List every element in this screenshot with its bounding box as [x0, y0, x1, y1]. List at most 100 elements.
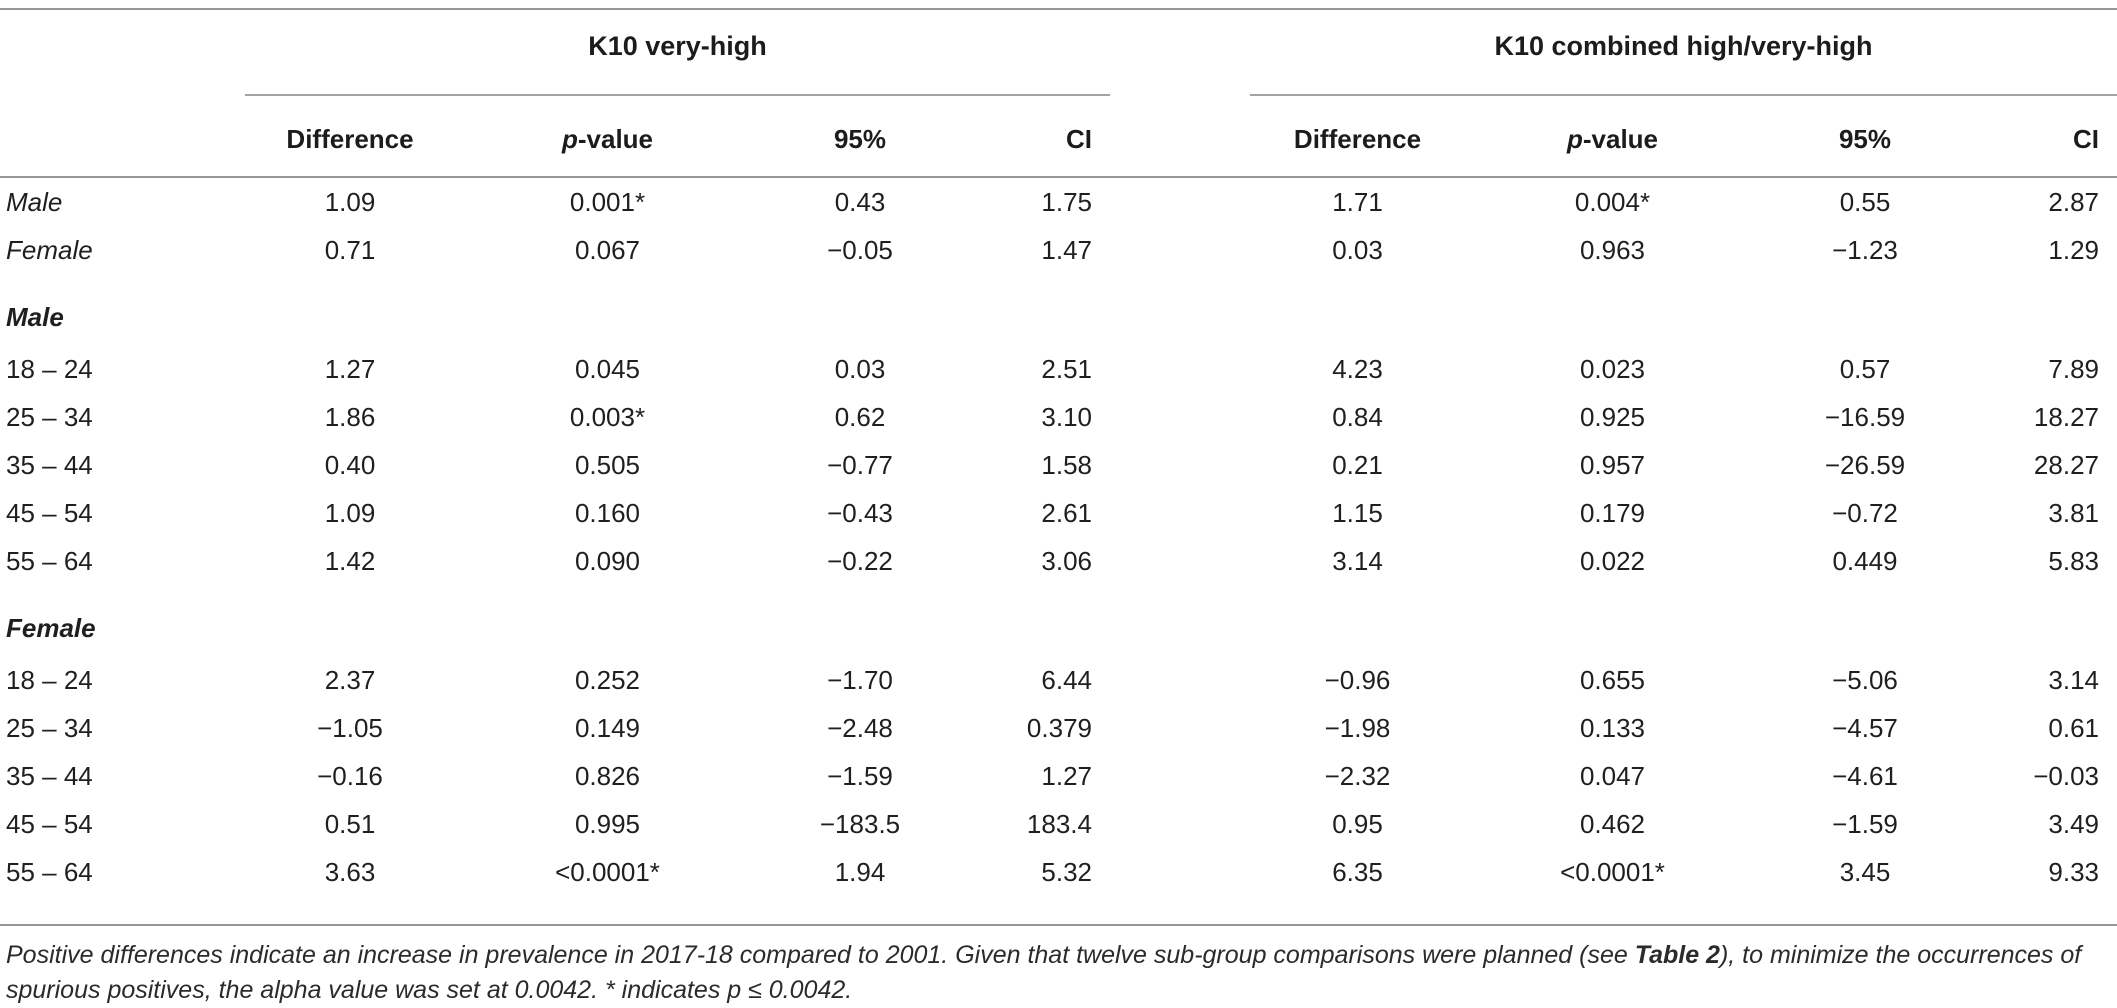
- cell-value: 0.71: [324, 234, 376, 265]
- cell-value: −16.59: [1824, 401, 1906, 432]
- cell-value: 0.51: [324, 808, 376, 839]
- spacer-row: [0, 896, 2117, 925]
- group-header-k10-combined-high-very-high: K10 combined high/very-high: [1250, 9, 2117, 96]
- italic-p: p: [561, 124, 578, 154]
- table-row: 25 – 34 1.86 0.003* 0.62 3.10 0.84 0.925 −16.59…: [0, 393, 2117, 441]
- cell-value: 1.94: [834, 856, 886, 887]
- row-label: 18 – 24: [6, 664, 93, 695]
- cell-value: 0.55: [1839, 186, 1891, 217]
- group-gap: [1110, 489, 1250, 537]
- cell-value: 0.62: [834, 401, 886, 432]
- cell-value: −1.59: [827, 760, 893, 791]
- cell-value: 2.87: [2048, 186, 2099, 217]
- table-row: 35 – 44 −0.16 0.826 −1.59 1.27 −2.32 0.047 −4.6…: [0, 752, 2117, 800]
- cell-value: 0.61: [2048, 712, 2099, 743]
- italic-p: p: [1566, 124, 1583, 154]
- row-label: 55 – 64: [6, 545, 93, 576]
- cell-value: 0.03: [834, 353, 886, 384]
- cell-value: −0.22: [827, 545, 893, 576]
- table-row: 45 – 54 0.51 0.995 −183.5 183.4 0.95 0.462 −1.5…: [0, 800, 2117, 848]
- table-row: 25 – 34 −1.05 0.149 −2.48 0.379 −1.98 0.133 −4.…: [0, 704, 2117, 752]
- cell-value: 3.81: [2048, 497, 2099, 528]
- cell-value: 3.63: [324, 856, 376, 887]
- cell-value: <0.0001*: [1560, 856, 1665, 887]
- cell-value: 0.003*: [569, 401, 646, 432]
- cell-value: 0.179: [1579, 497, 1646, 528]
- cell-value: 0.023: [1579, 353, 1646, 384]
- cell-value: 0.21: [1332, 449, 1383, 480]
- table-footnote: Positive differences indicate an increas…: [0, 926, 2117, 1008]
- cell-value: 0.160: [574, 497, 641, 528]
- cell-value: −1.05: [317, 712, 383, 743]
- group-header-row: K10 very-high K10 combined high/very-hig…: [0, 9, 2117, 96]
- cell-value: 0.84: [1332, 401, 1383, 432]
- cell-value: −2.32: [1324, 760, 1391, 791]
- cell-value: 0.252: [574, 664, 641, 695]
- corner-cell: [0, 9, 245, 95]
- cell-value: 9.33: [2048, 856, 2099, 887]
- cell-value: 1.58: [1041, 449, 1092, 480]
- table-row: 45 – 54 1.09 0.160 −0.43 2.61 1.15 0.179 −0.72 3…: [0, 489, 2117, 537]
- section-row: Male: [0, 274, 2117, 345]
- cell-value: 2.51: [1041, 353, 1092, 384]
- statistical-results-table: K10 very-high K10 combined high/very-hig…: [0, 8, 2117, 926]
- cell-value: 7.89: [2048, 353, 2099, 384]
- cell-value: 18.27: [2033, 401, 2099, 432]
- table-header: K10 very-high K10 combined high/very-hig…: [0, 9, 2117, 177]
- group-gap: [1110, 848, 1250, 896]
- col-header-ci-1: CI: [1066, 124, 1092, 154]
- cell-value: 0.462: [1579, 808, 1646, 839]
- group-gap: [1110, 95, 1250, 177]
- row-label: 18 – 24: [6, 353, 93, 384]
- group-gap: [1110, 656, 1250, 704]
- cell-value: 4.23: [1332, 353, 1383, 384]
- cell-value: −5.06: [1832, 664, 1898, 695]
- cell-value: 0.40: [324, 449, 376, 480]
- cell-value: 0.449: [1832, 545, 1898, 576]
- cell-value: 0.95: [1332, 808, 1383, 839]
- cell-value: 0.925: [1579, 401, 1646, 432]
- cell-value: 0.001*: [569, 186, 646, 217]
- cell-value: −4.61: [1832, 760, 1898, 791]
- table-row: 35 – 44 0.40 0.505 −0.77 1.58 0.21 0.957 −26.59…: [0, 441, 2117, 489]
- col-header-difference-2: Difference: [1293, 124, 1422, 154]
- cell-value: 2.37: [324, 664, 376, 695]
- cell-value: 0.067: [574, 234, 641, 265]
- cell-value: 183.4: [1026, 808, 1092, 839]
- group-header-k10-very-high: K10 very-high: [245, 9, 1110, 96]
- cell-value: −1.59: [1832, 808, 1898, 839]
- cell-value: −0.96: [1324, 664, 1391, 695]
- cell-value: 0.826: [574, 760, 641, 791]
- row-label: Female: [6, 234, 93, 265]
- group-gap: [1110, 226, 1250, 274]
- cell-value: 1.09: [324, 497, 376, 528]
- cell-value: 2.61: [1041, 497, 1092, 528]
- cell-value: 6.35: [1332, 856, 1383, 887]
- cell-value: 0.004*: [1574, 186, 1651, 217]
- table-row: Male 1.09 0.001* 0.43 1.75 1.71 0.004* 0.55 2.87: [0, 177, 2117, 226]
- cell-value: 1.71: [1332, 186, 1383, 217]
- cell-value: −0.03: [2033, 760, 2099, 791]
- table-row: Female 0.71 0.067 −0.05 1.47 0.03 0.963 −1.23 1.…: [0, 226, 2117, 274]
- cell-value: 0.655: [1579, 664, 1646, 695]
- group-gap: [1110, 800, 1250, 848]
- column-header-row: Difference p-value 95% CI Difference p-v…: [0, 95, 2117, 177]
- cell-value: −1.98: [1324, 712, 1391, 743]
- cell-value: −1.70: [827, 664, 893, 695]
- footnote-text-1: Positive differences indicate an increas…: [6, 941, 1635, 969]
- cell-value: 1.42: [324, 545, 376, 576]
- cell-value: −4.57: [1832, 712, 1898, 743]
- cell-value: 0.045: [574, 353, 641, 384]
- cell-value: −183.5: [819, 808, 901, 839]
- footnote-table2-reference: Table 2: [1634, 941, 1720, 969]
- table-body: Male 1.09 0.001* 0.43 1.75 1.71 0.004* 0.55 2.87…: [0, 177, 2117, 896]
- cell-value: 0.963: [1579, 234, 1646, 265]
- row-label: 25 – 34: [6, 712, 93, 743]
- cell-value: 1.09: [324, 186, 376, 217]
- cell-value: 1.86: [324, 401, 376, 432]
- cell-value: −0.16: [317, 760, 383, 791]
- section-label: Male: [6, 302, 64, 332]
- cell-value: −2.48: [827, 712, 893, 743]
- row-label: 35 – 44: [6, 449, 93, 480]
